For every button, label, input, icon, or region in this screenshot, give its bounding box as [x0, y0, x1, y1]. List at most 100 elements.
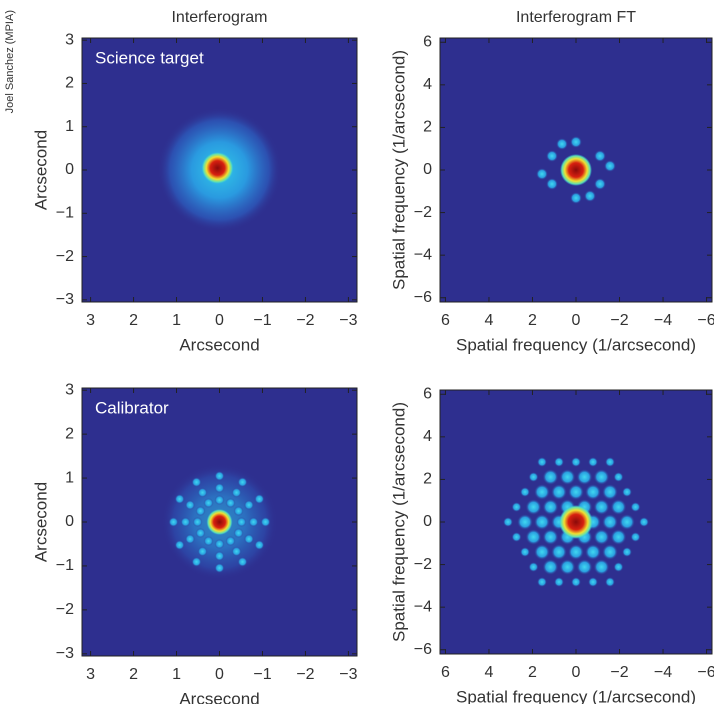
image-spot — [203, 497, 214, 508]
image-spot — [537, 577, 547, 587]
image-spot — [528, 472, 539, 482]
y-tick-label: 4 — [423, 76, 432, 93]
image-spot — [525, 529, 542, 545]
image-spot — [534, 544, 550, 560]
x-tick-label: 2 — [528, 312, 537, 329]
image-spot — [174, 540, 185, 550]
image-spot — [525, 499, 542, 515]
y-tick-label: 3 — [65, 31, 74, 48]
x-tick-label: 1 — [172, 666, 181, 683]
image-spot — [613, 562, 624, 572]
image-spot — [197, 546, 208, 557]
image-spot — [570, 192, 582, 204]
image-spot — [602, 514, 618, 530]
image-spot — [594, 178, 606, 190]
x-tick-label: −6 — [697, 664, 714, 681]
image-spot — [203, 536, 214, 547]
image-spot — [610, 499, 627, 515]
image-spot — [254, 494, 265, 504]
y-tick-label: 0 — [65, 161, 74, 178]
y-tick-label: 6 — [423, 385, 432, 402]
image-spot — [542, 559, 559, 575]
image-spot — [511, 502, 522, 512]
image-spot — [511, 532, 522, 542]
y-tick-label: 0 — [423, 161, 432, 178]
image-spot — [517, 514, 533, 530]
image-spot — [236, 517, 247, 527]
image-spot — [630, 532, 641, 542]
image-spot — [613, 472, 624, 482]
x-tick-label: 0 — [572, 312, 581, 329]
y-tick-label: 0 — [65, 513, 74, 530]
annotation: Science target — [95, 48, 204, 67]
image-spot — [214, 471, 225, 481]
image-spot — [546, 150, 558, 162]
x-tick-label: 0 — [572, 664, 581, 681]
image-spot — [593, 469, 610, 485]
x-axis-label: Arcsecond — [179, 335, 259, 354]
y-tick-label: 4 — [423, 428, 432, 445]
x-tick-label: 2 — [129, 666, 138, 683]
image-spot — [237, 477, 248, 488]
x-tick-label: 0 — [215, 666, 224, 683]
x-tick-label: −3 — [339, 312, 357, 329]
image-spot — [542, 499, 559, 515]
image-spot — [551, 484, 567, 500]
y-tick-label: 6 — [423, 33, 432, 50]
image-spot — [520, 547, 530, 557]
chart-title: Interferogram — [171, 9, 267, 26]
image-spot — [588, 457, 598, 467]
image-spot — [559, 559, 576, 575]
y-tick-label: 2 — [423, 471, 432, 488]
image-spot — [576, 469, 593, 485]
x-axis-label: Spatial frequency (1/arcsecond) — [456, 687, 696, 704]
x-tick-label: −2 — [296, 312, 314, 329]
y-tick-label: 0 — [423, 513, 432, 530]
y-tick-label: −6 — [414, 641, 432, 658]
image-spot — [243, 500, 254, 510]
image-spot — [197, 487, 208, 498]
x-tick-label: 4 — [485, 664, 494, 681]
image-spot — [571, 577, 581, 587]
image-spot — [503, 517, 513, 527]
y-tick-label: −1 — [56, 557, 74, 574]
x-tick-label: 6 — [441, 312, 450, 329]
image-spot — [191, 556, 202, 567]
x-tick-label: −3 — [339, 666, 357, 683]
image-spot — [568, 484, 584, 500]
x-tick-label: −2 — [296, 666, 314, 683]
image-spot — [260, 517, 271, 527]
image-spot — [559, 469, 576, 485]
y-tick-label: −3 — [56, 291, 74, 308]
image-spot — [593, 499, 610, 515]
y-tick-label: 3 — [65, 381, 74, 398]
image-spot — [570, 136, 582, 148]
image-spot — [534, 484, 550, 500]
y-axis-label: Arcsecond — [31, 130, 50, 210]
y-tick-label: −6 — [414, 289, 432, 306]
image-spot — [542, 469, 559, 485]
x-tick-label: −1 — [253, 666, 271, 683]
image-spot — [195, 528, 206, 538]
y-tick-label: −2 — [56, 248, 74, 265]
x-tick-label: −6 — [697, 312, 714, 329]
image-spot — [168, 517, 179, 527]
image-spot — [602, 484, 618, 500]
y-axis-label: Spatial frequency (1/arcsecond) — [389, 402, 408, 642]
image-spot — [237, 556, 248, 567]
image-spot — [630, 502, 641, 512]
image-spot — [192, 517, 203, 527]
image-spot — [191, 477, 202, 488]
image-spot — [593, 559, 610, 575]
x-tick-label: −4 — [654, 664, 672, 681]
image-spot — [528, 562, 539, 572]
image-spot — [593, 529, 610, 545]
image-spot — [546, 178, 558, 190]
image-spot — [568, 544, 584, 560]
x-tick-label: −2 — [610, 664, 628, 681]
x-tick-label: 2 — [528, 664, 537, 681]
image-spot — [248, 517, 259, 527]
y-tick-label: 2 — [65, 75, 74, 92]
image-spot — [594, 150, 606, 162]
image-spot — [554, 577, 564, 587]
